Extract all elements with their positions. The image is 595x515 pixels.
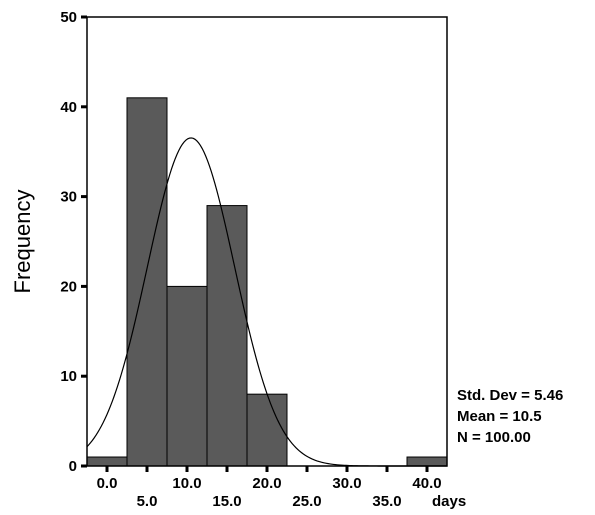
stat-mean: Mean = 10.5 <box>457 408 542 425</box>
y-tick-label: 20 <box>60 278 77 295</box>
histogram-bar <box>206 205 248 467</box>
stat-n: N = 100.00 <box>457 429 531 446</box>
x-tick-label: 30.0 <box>332 475 361 492</box>
x-axis-label: days <box>432 493 466 510</box>
histogram-bars <box>86 97 448 467</box>
x-tick-label: 25.0 <box>292 493 321 510</box>
histogram-bar <box>246 393 288 467</box>
y-tick-label: 10 <box>60 368 77 385</box>
x-tick-label: 20.0 <box>252 475 281 492</box>
x-tick-label: 10.0 <box>172 475 201 492</box>
histogram-bar <box>86 456 128 467</box>
y-tick-label: 40 <box>60 99 77 116</box>
y-tick-label: 30 <box>60 189 77 206</box>
histogram-bar <box>166 285 208 467</box>
stat-std-dev: Std. Dev = 5.46 <box>457 387 563 404</box>
x-tick-label: 40.0 <box>412 475 441 492</box>
x-tick-label: 35.0 <box>372 493 401 510</box>
x-axis-ticks: 0.0 10.0 20.0 30.0 40.0 5.0 15.0 25.0 35.0 <box>97 466 442 510</box>
y-axis-label: Frequency <box>10 190 35 294</box>
x-tick-label: 15.0 <box>212 493 241 510</box>
x-tick-label: 5.0 <box>137 493 158 510</box>
y-tick-label: 0 <box>69 458 77 475</box>
histogram-bar <box>126 97 168 467</box>
y-axis-ticks: 0 10 20 30 40 50 <box>60 9 87 475</box>
histogram-bar <box>406 456 448 467</box>
x-tick-label: 0.0 <box>97 475 118 492</box>
y-tick-label: 50 <box>60 9 77 26</box>
